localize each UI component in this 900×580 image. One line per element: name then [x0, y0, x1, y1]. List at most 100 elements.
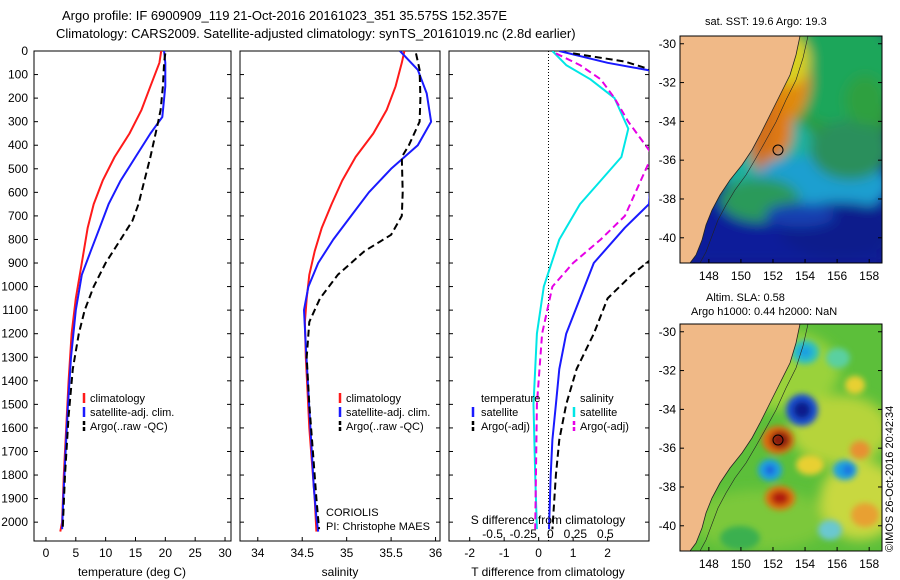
map-x-tick-label: 152 [763, 557, 783, 571]
depth-tick-label: 1700 [1, 444, 28, 458]
depth-tick-label: 200 [8, 91, 28, 105]
sla-map-frame [679, 323, 883, 552]
x-tick-label: 0 [43, 546, 50, 560]
header-line-1: Argo profile: IF 6900909_119 21-Oct-2016… [62, 8, 507, 23]
coriolis-label: CORIOLIS [326, 507, 379, 519]
map-y-tick-label: -38 [659, 480, 677, 494]
x-tick-label: 20 [159, 546, 173, 560]
salinity-series [303, 51, 433, 532]
sla-map-axes: -30 -32 -34 -36 -38 -40 148 150 152 154 156 158 [659, 325, 882, 571]
x-tick-label: -1 [499, 546, 510, 560]
x-tick-label: 25 [189, 546, 203, 560]
pi-label: PI: Christophe MAES [326, 521, 430, 533]
temperature-xlabel: temperature (deg C) [78, 565, 186, 579]
depth-tick-label: 1100 [2, 303, 28, 317]
series-satellite-adj-clim- [61, 51, 167, 530]
temperature-panel-frame [33, 50, 232, 542]
depth-tick-label: 500 [8, 162, 28, 176]
difference-panel-frame [448, 50, 650, 542]
legend-s-argo: Argo(-adj) [580, 421, 629, 433]
x-tick-label: 30 [218, 546, 232, 560]
map-y-tick-label: -32 [659, 364, 677, 378]
salinity-x-axis: 34 34.5 35 35.5 36 [240, 50, 443, 560]
map-x-tick-label: 154 [795, 557, 815, 571]
map-x-tick-label: 148 [699, 269, 719, 283]
series-salinity-satellite [532, 51, 630, 530]
depth-tick-label: 800 [8, 232, 28, 246]
depth-tick-label: 1400 [1, 374, 28, 388]
legend-climatology: climatology [346, 393, 402, 405]
temperature-series [59, 51, 167, 532]
depth-tick-label: 1500 [1, 397, 28, 411]
depth-tick-label: 600 [8, 185, 28, 199]
depth-tick-label: 1800 [1, 468, 28, 482]
depth-tick-label: 300 [8, 115, 28, 129]
depth-tick-label: 900 [8, 256, 28, 270]
legend-argo: Argo(..raw -QC) [90, 421, 168, 433]
depth-tick-label: 2000 [1, 515, 28, 529]
depth-tick-label: 1900 [1, 492, 28, 506]
map-y-tick-label: -36 [659, 153, 677, 167]
map-y-tick-label: -32 [659, 76, 677, 90]
legend-satellite-adj: satellite-adj. clim. [346, 407, 430, 419]
salinity-panel-frame [239, 50, 441, 542]
series-temperature-satellite [548, 51, 649, 530]
imos-watermark: ©IMOS 26-Oct-2016 20:42:34 [884, 406, 896, 552]
map-y-tick-label: -34 [659, 114, 677, 128]
depth-tick-label: 1300 [1, 350, 28, 364]
series-climatology [59, 51, 163, 532]
sla-map-title-1: Altim. SLA: 0.58 [706, 292, 785, 304]
legend-argo: Argo(..raw -QC) [346, 421, 424, 433]
map-x-tick-label: 156 [827, 269, 847, 283]
temperature-legend: climatology satellite-adj. clim. Argo(..… [82, 393, 174, 433]
sst-map-frame [679, 35, 883, 264]
map-y-tick-label: -38 [659, 192, 677, 206]
depth-tick-label: 700 [8, 209, 28, 223]
difference-series [532, 51, 649, 530]
legend-t-argo: Argo(-adj) [481, 421, 530, 433]
x-tick-label: 1 [570, 546, 577, 560]
legend-temperature: temperature [481, 393, 540, 405]
argo-location-marker-2 [772, 434, 784, 446]
series-argo-raw-qc- [61, 53, 167, 530]
x-tick-label: 34.5 [291, 546, 315, 560]
series-temperature-argo-adj- [551, 52, 649, 530]
series-satellite-adj-clim- [303, 51, 433, 532]
x-tick-label: 35 [340, 546, 354, 560]
series-climatology [303, 51, 406, 532]
map-y-tick-label: -30 [659, 325, 677, 339]
salinity-xlabel: salinity [322, 565, 359, 579]
legend-t-satellite: satellite [481, 407, 518, 419]
x-tick-label: 5 [72, 546, 79, 560]
series-argo-raw-qc- [305, 53, 422, 530]
x-tick-label: 15 [129, 546, 143, 560]
legend-salinity: salinity [580, 393, 614, 405]
difference-legend: temperature satellite Argo(-adj) salinit… [471, 393, 629, 433]
map-x-tick-label: 150 [731, 269, 751, 283]
x-tick-label: 35.5 [379, 546, 403, 560]
salinity-legend: climatology satellite-adj. clim. Argo(..… [326, 393, 430, 533]
difference-xlabel: T difference from climatology [471, 565, 625, 579]
sst-map-title: sat. SST: 19.6 Argo: 19.3 [705, 16, 827, 28]
map-y-tick-label: -36 [659, 441, 677, 455]
x-tick-label: 36 [429, 546, 443, 560]
x-tick-label: 10 [99, 546, 113, 560]
depth-tick-label: 400 [8, 138, 28, 152]
legend-s-satellite: satellite [580, 407, 617, 419]
depth-tick-label: 1200 [1, 327, 28, 341]
map-x-tick-label: 158 [859, 269, 879, 283]
map-x-tick-label: 156 [827, 557, 847, 571]
x-tick-label: 2 [604, 546, 611, 560]
map-x-tick-label: 150 [731, 557, 751, 571]
legend-satellite-adj: satellite-adj. clim. [90, 407, 174, 419]
sla-map [680, 324, 882, 551]
map-y-tick-label: -40 [659, 519, 677, 533]
x-tick-label: -2 [464, 546, 475, 560]
sst-map-axes: -30 -32 -34 -36 -38 -40 148 150 152 154 156 158 [659, 37, 882, 283]
s-difference-ticks: -0.5 -0.25 0 0.25 0.5 [482, 527, 614, 541]
map-x-tick-label: 158 [859, 557, 879, 571]
legend-climatology: climatology [90, 393, 146, 405]
map-x-tick-label: 152 [763, 269, 783, 283]
temperature-x-axis: 0 5 10 15 20 25 30 [34, 50, 232, 560]
map-y-tick-label: -30 [659, 37, 677, 51]
